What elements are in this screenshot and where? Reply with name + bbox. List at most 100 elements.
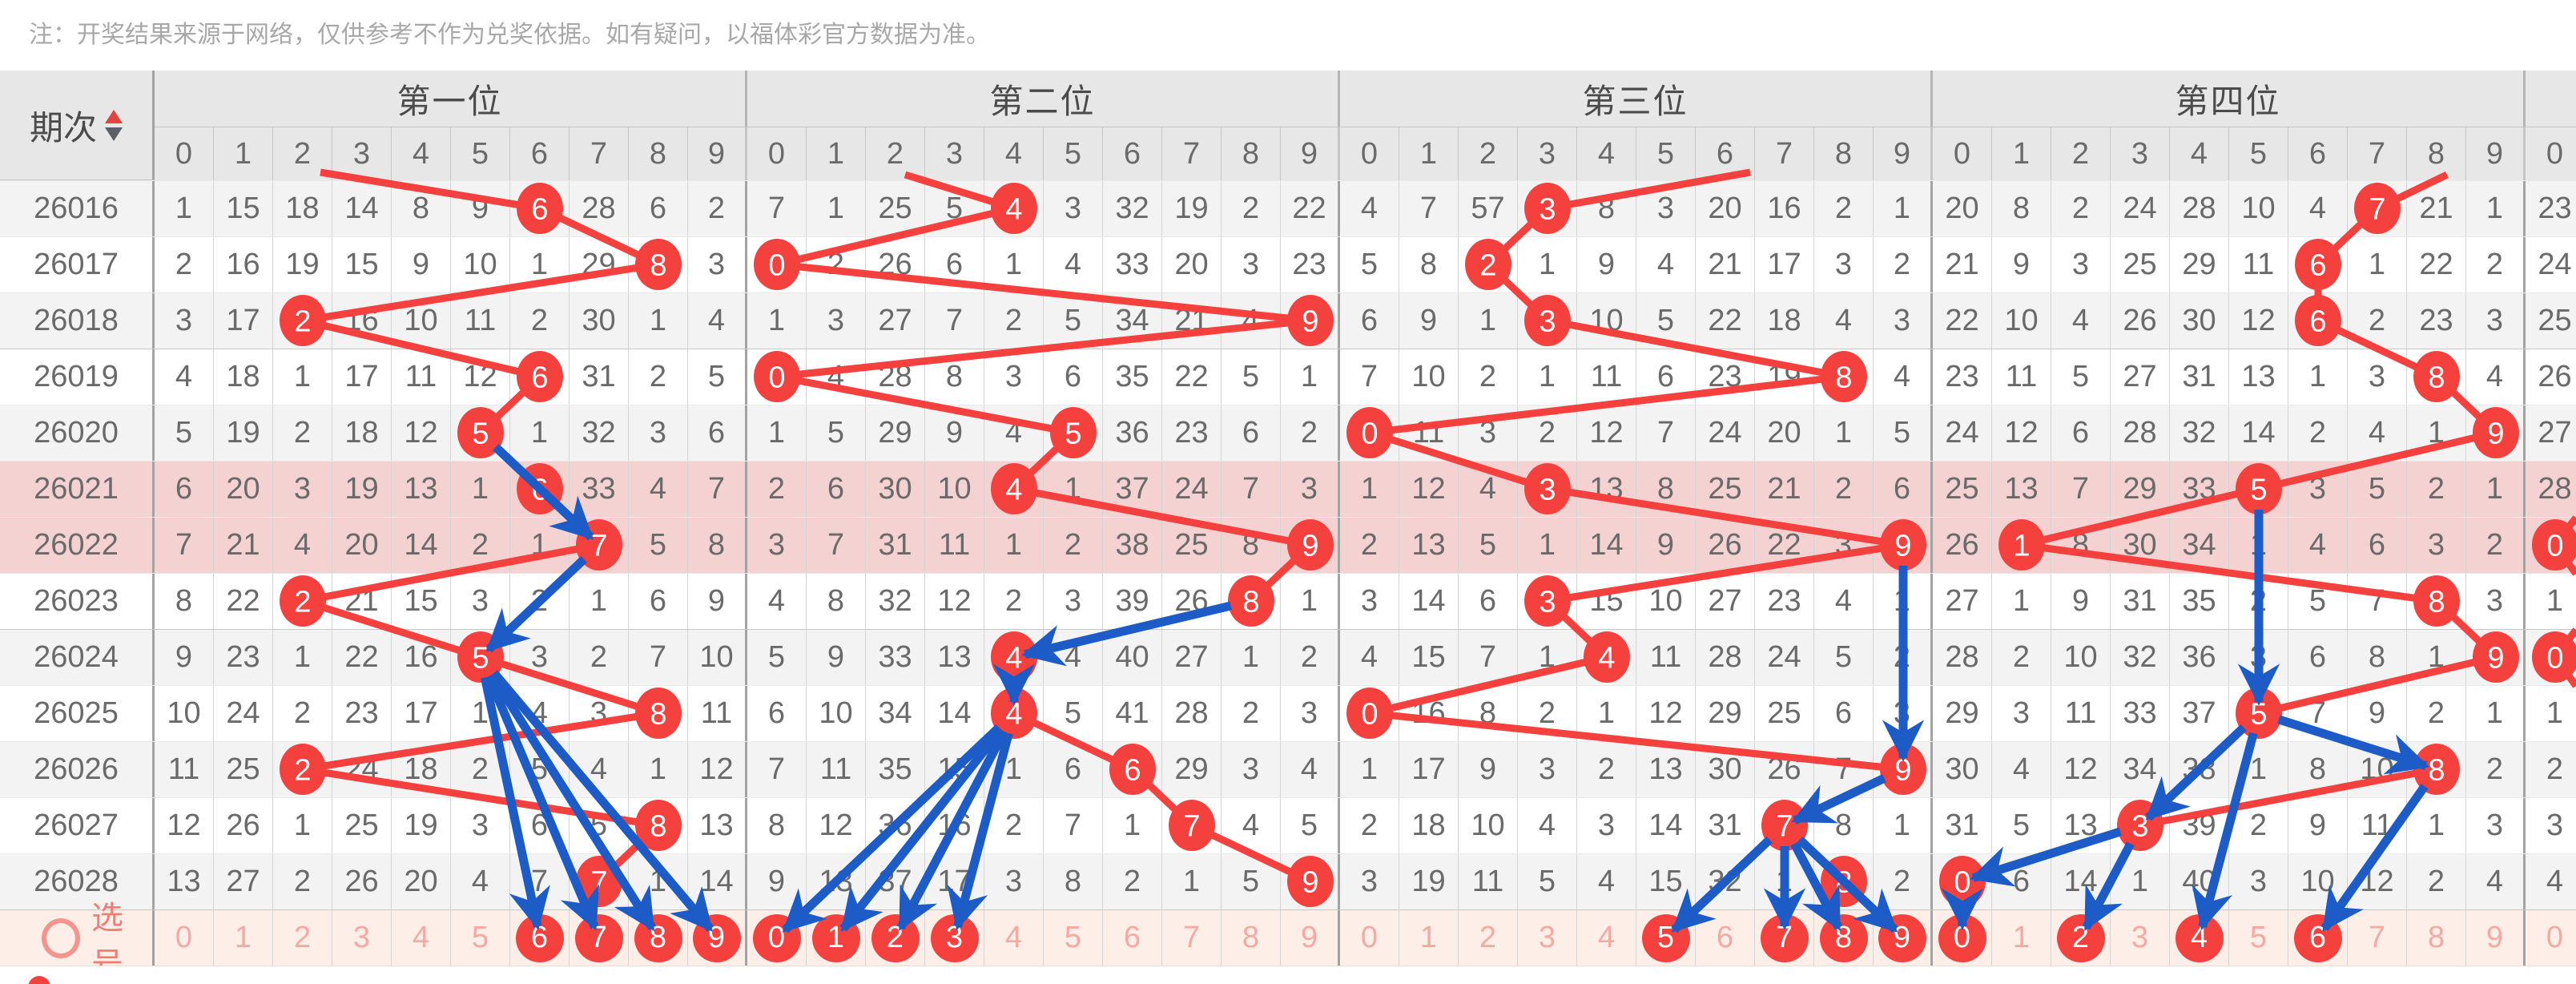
digit-header[interactable]: 3 [2111,127,2170,180]
digit-header[interactable]: 5 [2229,127,2288,180]
digit-header[interactable]: 4 [2170,127,2229,180]
digit-header[interactable]: 6 [510,127,570,180]
digit-header[interactable]: 9 [1874,127,1933,180]
pick-digit[interactable]: 3 [1518,910,1577,966]
digit-header[interactable]: 4 [1577,127,1636,180]
digit-header[interactable]: 9 [2466,127,2526,180]
digit-header[interactable]: 2 [2051,127,2111,180]
digit-header[interactable]: 7 [1162,127,1222,180]
digit-header[interactable]: 1 [1992,127,2051,180]
digit-header[interactable]: 3 [1518,127,1577,180]
digit-header[interactable]: 6 [1103,127,1162,180]
pick-digit[interactable]: 9 [2466,910,2526,966]
pick-digit[interactable]: 1 [1992,910,2051,966]
pick-digit[interactable]: 9 [688,910,747,966]
pick-digit[interactable]: 0 [2526,910,2576,966]
pick-digit[interactable]: 1 [1399,910,1459,966]
digit-header[interactable]: 0 [155,127,214,180]
pick-digit[interactable]: 6 [1696,910,1755,966]
pick-digit[interactable]: 2 [2051,910,2111,966]
pick-digit-selected[interactable]: 0 [752,913,801,962]
pick-digit-selected[interactable]: 2 [2056,913,2105,962]
pick-digit-selected[interactable]: 6 [515,913,564,962]
digit-header[interactable]: 4 [392,127,451,180]
digit-header[interactable]: 8 [629,127,688,180]
sort-asc-desc-icon[interactable] [105,109,123,141]
pick-digit-selected[interactable]: 7 [574,913,623,962]
pick-digit[interactable]: 3 [925,910,984,966]
digit-header[interactable]: 1 [1399,127,1459,180]
digit-header[interactable]: 3 [925,127,984,180]
digit-header[interactable]: 0 [1933,127,1992,180]
pick-digit[interactable]: 3 [332,910,392,966]
pick-digit[interactable]: 8 [629,910,688,966]
pick-digit-selected[interactable]: 7 [1760,913,1809,962]
pick-digit-selected[interactable]: 9 [1878,913,1926,962]
pick-digit[interactable]: 1 [214,910,273,966]
pick-digit[interactable]: 4 [1577,910,1636,966]
digit-header[interactable]: 9 [1281,127,1340,180]
digit-header[interactable]: 6 [1696,127,1755,180]
digit-header[interactable]: 3 [332,127,392,180]
pick-digit[interactable]: 0 [1340,910,1399,966]
pick-digit-selected[interactable]: 3 [930,913,979,962]
pick-digit[interactable]: 9 [1281,910,1340,966]
pick-digit[interactable]: 7 [2348,910,2407,966]
digit-header[interactable]: 8 [2407,127,2466,180]
digit-header[interactable]: 7 [1755,127,1814,180]
pick-digit[interactable]: 2 [866,910,925,966]
digit-header[interactable]: 8 [1814,127,1874,180]
pick-digit[interactable]: 7 [1162,910,1222,966]
pick-digit[interactable]: 0 [155,910,214,966]
pick-digit-selected[interactable]: 1 [811,913,860,962]
pick-circle-icon[interactable] [42,917,81,958]
pick-digit-selected[interactable]: 8 [634,913,682,962]
pick-digit[interactable]: 8 [1814,910,1874,966]
pick-digit[interactable]: 0 [747,910,807,966]
digit-header[interactable]: 0 [1340,127,1399,180]
pick-digit[interactable]: 7 [570,910,629,966]
pick-digit[interactable]: 2 [1459,910,1518,966]
pick-digit[interactable]: 0 [1933,910,1992,966]
digit-header[interactable]: 2 [1459,127,1518,180]
digit-header[interactable]: 2 [866,127,925,180]
pick-digit[interactable]: 4 [984,910,1044,966]
pick-digit[interactable]: 5 [451,910,510,966]
pick-digit[interactable]: 5 [1044,910,1103,966]
pick-digit-selected[interactable]: 8 [1819,913,1868,962]
digit-header[interactable]: 9 [688,127,747,180]
pick-digit-selected[interactable]: 4 [2175,913,2224,962]
pick-digit-selected[interactable]: 9 [692,913,741,962]
digit-header[interactable]: 8 [1222,127,1281,180]
pick-digit-selected[interactable]: 6 [2293,913,2342,962]
digit-header[interactable]: 0 [2526,127,2576,180]
pick-digit[interactable]: 4 [392,910,451,966]
pick-digit-selected[interactable]: 5 [1641,913,1690,962]
pick-digit[interactable]: 1 [807,910,866,966]
pick-digit-selected[interactable]: 2 [871,913,920,962]
pick-digit[interactable]: 2 [273,910,332,966]
pick-digit[interactable]: 5 [1636,910,1696,966]
digit-header[interactable]: 7 [2348,127,2407,180]
digit-header[interactable]: 6 [2288,127,2348,180]
digit-header[interactable]: 7 [570,127,629,180]
pick-digit-selected[interactable]: 0 [1938,913,1986,962]
pick-digit[interactable]: 6 [510,910,570,966]
pick-digit[interactable]: 3 [2111,910,2170,966]
digit-header[interactable]: 2 [273,127,332,180]
digit-header[interactable]: 5 [1044,127,1103,180]
pick-digit[interactable]: 8 [2407,910,2466,966]
digit-header[interactable]: 5 [1636,127,1696,180]
pick-digit[interactable]: 7 [1755,910,1814,966]
digit-header[interactable]: 1 [214,127,273,180]
digit-header[interactable]: 0 [747,127,807,180]
pick-digit[interactable]: 5 [2229,910,2288,966]
digit-header[interactable]: 1 [807,127,866,180]
period-header-cell[interactable]: 期次 [0,71,155,180]
pick-digit[interactable]: 8 [1222,910,1281,966]
pick-digit[interactable]: 6 [1103,910,1162,966]
digit-header[interactable]: 4 [984,127,1044,180]
pick-digit[interactable]: 9 [1874,910,1933,966]
pick-digit[interactable]: 6 [2288,910,2348,966]
digit-header[interactable]: 5 [451,127,510,180]
